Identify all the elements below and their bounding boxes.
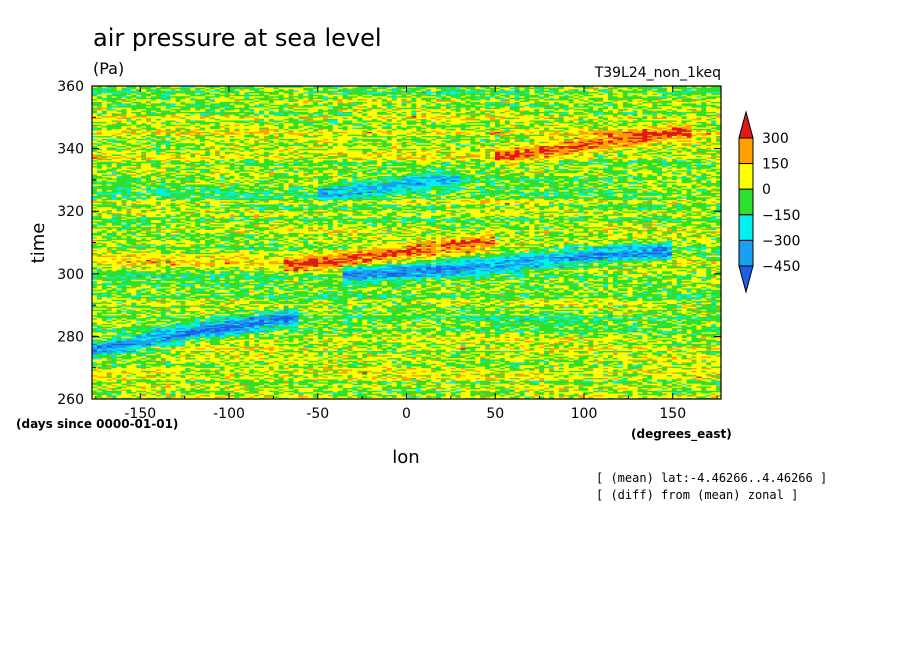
heatmap-cells (92, 86, 721, 399)
chart-units: (Pa) (93, 59, 124, 78)
run-label: T39L24_non_1keq (594, 65, 721, 81)
chart-title: air pressure at sea level (93, 24, 382, 52)
